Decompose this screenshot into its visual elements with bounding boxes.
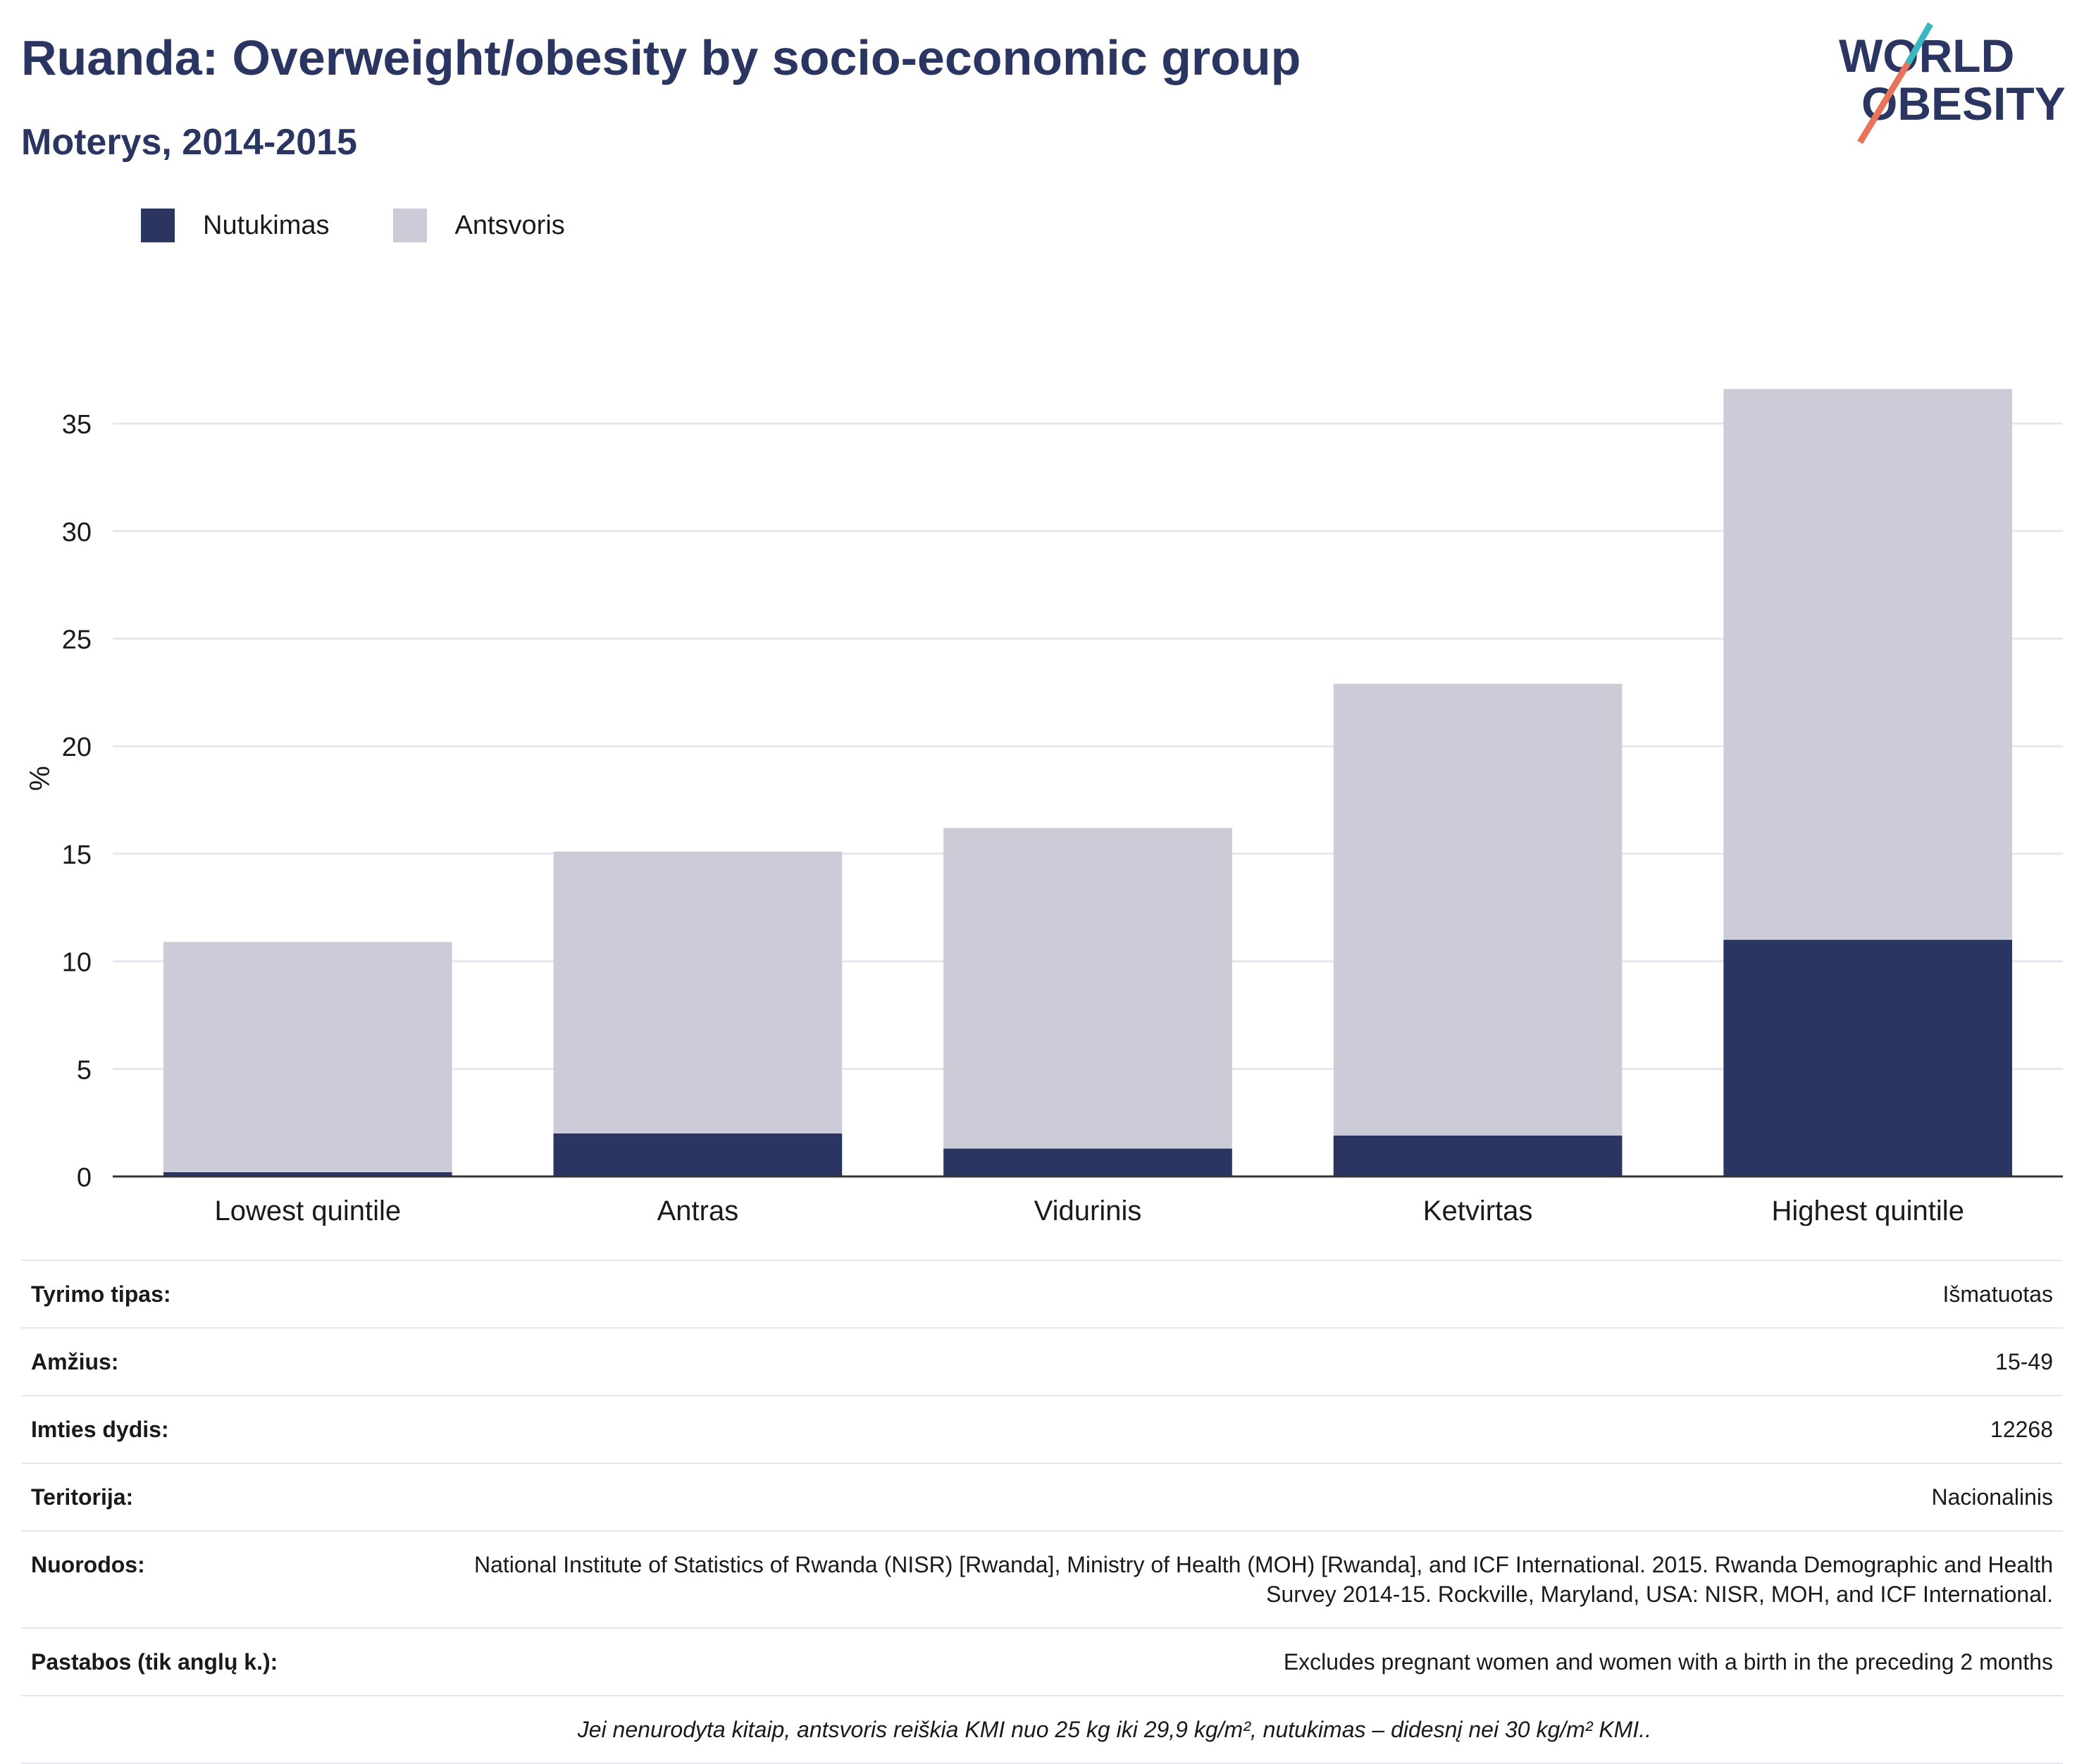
bar-segment-overweight xyxy=(163,942,452,1172)
info-value: Excludes pregnant women and women with a… xyxy=(1283,1649,2053,1675)
x-tick-label: Highest quintile xyxy=(1771,1195,1964,1226)
y-tick-label: 10 xyxy=(62,948,92,978)
logo-slash-coral xyxy=(1857,61,1911,144)
y-tick-label: 20 xyxy=(62,733,92,762)
x-tick-label: Antras xyxy=(657,1195,739,1226)
info-table: Tyrimo tipas: Išmatuotas Amžius: 15-49 I… xyxy=(21,1260,2063,1764)
y-tick-label: 0 xyxy=(77,1163,92,1193)
legend-item-overweight: Antsvoris xyxy=(392,209,565,242)
chart-title: Ruanda: Overweight/obesity by socio-econ… xyxy=(21,30,1301,85)
info-value: 12268 xyxy=(1990,1417,2053,1442)
bar-segment-obesity xyxy=(1333,1135,1623,1176)
bar-segment-overweight xyxy=(553,851,843,1133)
bar-segment-overweight xyxy=(943,828,1232,1149)
stacked-bar-chart: 0 5 10 15 20 25 30 35% Lowest quintile Antras Vidu… xyxy=(25,389,2063,1226)
y-tick-label: 35 xyxy=(62,410,92,440)
x-tick-label: Vidurinis xyxy=(1034,1195,1142,1226)
info-row: Nuorodos: National Institute of Statisti… xyxy=(21,1532,2063,1629)
y-axis-label: % xyxy=(25,766,56,791)
x-tick-label: Lowest quintile xyxy=(214,1195,401,1226)
info-footnote: Jei nenurodyta kitaip, antsvoris reiškia… xyxy=(577,1717,1651,1742)
legend-label-overweight: Antsvoris xyxy=(454,210,565,240)
info-value: Išmatuotas xyxy=(1942,1281,2053,1307)
info-value: National Institute of Statistics of Rwan… xyxy=(473,1552,2053,1607)
y-tick-label: 25 xyxy=(62,625,92,654)
info-row: Tyrimo tipas: Išmatuotas xyxy=(21,1261,2063,1329)
y-tick-label: 5 xyxy=(77,1055,92,1085)
chart-legend: Nutukimas Antsvoris xyxy=(141,209,628,242)
info-key: Pastabos (tik anglų k.): xyxy=(31,1649,278,1675)
logo-slash-teal xyxy=(1905,22,1933,66)
info-value: Nacionalinis xyxy=(1931,1484,2053,1510)
legend-label-obesity: Nutukimas xyxy=(203,210,330,240)
info-row: Teritorija: Nacionalinis xyxy=(21,1464,2063,1532)
info-footnote-row: Jei nenurodyta kitaip, antsvoris reiškia… xyxy=(21,1696,2063,1764)
bar-segment-overweight xyxy=(1723,389,2013,940)
bar-segment-obesity xyxy=(553,1133,843,1176)
bar-segment-obesity xyxy=(943,1148,1232,1176)
info-key: Amžius: xyxy=(31,1349,119,1374)
info-key: Nuorodos: xyxy=(31,1552,145,1577)
logo-text-world: WORLD xyxy=(1839,30,2014,82)
info-key: Tyrimo tipas: xyxy=(31,1281,171,1307)
bar-segment-obesity xyxy=(163,1172,452,1176)
info-row: Imties dydis: 12268 xyxy=(21,1396,2063,1464)
bar-segment-obesity xyxy=(1723,940,2013,1176)
legend-swatch-overweight xyxy=(392,209,427,242)
legend-item-obesity: Nutukimas xyxy=(141,209,330,242)
chart-subtitle: Moterys, 2014-2015 xyxy=(21,122,357,163)
y-tick-label: 30 xyxy=(62,518,92,547)
legend-swatch-obesity xyxy=(141,209,175,242)
y-tick-label: 15 xyxy=(62,840,92,870)
info-key: Imties dydis: xyxy=(31,1417,169,1442)
bar-segment-overweight xyxy=(1333,683,1623,1136)
info-row: Amžius: 15-49 xyxy=(21,1329,2063,1396)
info-row: Pastabos (tik anglų k.): Excludes pregna… xyxy=(21,1629,2063,1696)
world-obesity-logo: WORLD OBESITY xyxy=(1839,22,2066,144)
info-value: 15-49 xyxy=(1995,1349,2053,1374)
x-tick-label: Ketvirtas xyxy=(1423,1195,1533,1226)
info-key: Teritorija: xyxy=(31,1484,134,1510)
